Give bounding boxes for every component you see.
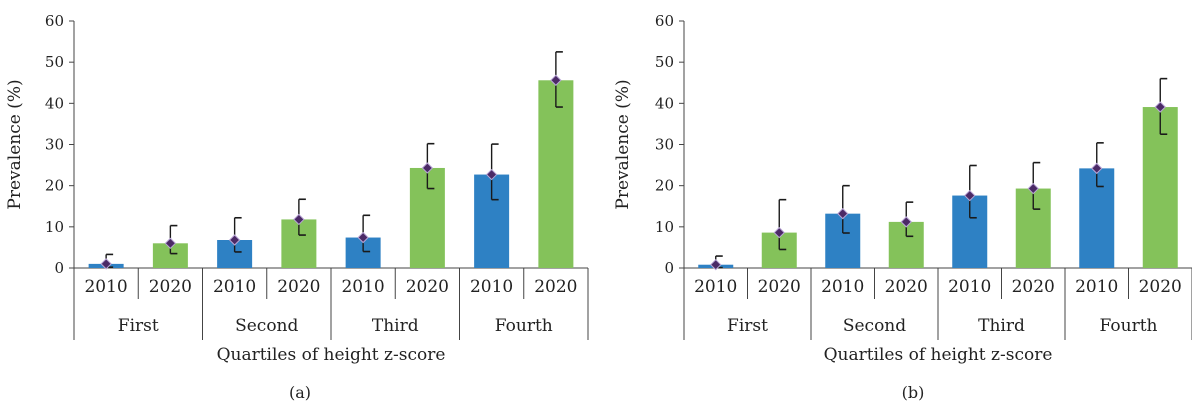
x-group-label: Second — [235, 316, 298, 336]
x-tick-label-year: 2020 — [534, 277, 577, 297]
y-tick-label: 40 — [655, 94, 674, 112]
x-group-label: Fourth — [495, 316, 553, 336]
point-marker — [773, 226, 785, 239]
y-tick-label: 40 — [45, 94, 64, 112]
point-marker — [964, 189, 976, 202]
x-group-label: First — [727, 316, 768, 336]
point-marker — [900, 216, 912, 228]
panel-label: (a) — [289, 383, 311, 402]
point-marker — [837, 207, 849, 220]
y-tick-label: 20 — [45, 177, 64, 195]
x-group-label: Third — [978, 316, 1025, 336]
y-tick-label: 20 — [655, 177, 674, 195]
y-tick-label: 60 — [45, 12, 64, 30]
x-tick-label-year: 2020 — [758, 277, 801, 297]
x-tick-label-year: 2020 — [277, 277, 320, 297]
point-marker — [357, 231, 369, 244]
point-marker — [485, 168, 498, 181]
y-tick-label: 60 — [655, 12, 674, 30]
x-tick-label-year: 2020 — [149, 277, 192, 297]
chart-panel-a: 0 10 20 30 40 50 60 Prevalence (%) 2010 2020 2010 2… — [5, 12, 589, 402]
point-marker — [1027, 182, 1039, 195]
y-tick-label: 10 — [655, 218, 674, 236]
x-tick-label-year: 2010 — [341, 277, 384, 297]
y-tick-label: 50 — [655, 53, 674, 71]
point-marker — [293, 213, 305, 226]
y-tick-label: 30 — [655, 136, 674, 154]
y-axis-label: Prevalence (%) — [613, 79, 633, 209]
x-group-label: Third — [372, 316, 419, 336]
x-tick-label-year: 2010 — [948, 277, 991, 297]
x-tick-label-year: 2020 — [406, 277, 449, 297]
point-marker — [1154, 101, 1166, 113]
y-axis-label: Prevalence (%) — [5, 79, 25, 209]
point-marker — [228, 234, 241, 246]
x-tick-label-year: 2010 — [694, 277, 737, 297]
point-marker — [710, 258, 722, 271]
point-marker — [550, 74, 562, 86]
x-tick-label-year: 2010 — [84, 277, 127, 297]
x-tick-label-year: 2020 — [885, 277, 928, 297]
bar-fourth-2020 — [538, 80, 574, 268]
x-tick-label-year: 2010 — [821, 277, 864, 297]
x-axis-label: Quartiles of height z-score — [824, 345, 1053, 365]
x-tick-label-year: 2020 — [1012, 277, 1055, 297]
y-tick-label: 0 — [54, 259, 64, 277]
y-tick-label: 30 — [45, 136, 64, 154]
x-group-label: Fourth — [1100, 316, 1158, 336]
point-marker — [421, 162, 434, 174]
chart-panel-b: 0 10 20 30 40 50 60 Prevalence (%) 2010 2020 2010 2… — [613, 12, 1192, 402]
point-marker — [1091, 162, 1103, 175]
x-tick-label-year: 2010 — [1075, 277, 1118, 297]
y-tick-label: 10 — [45, 218, 64, 236]
point-marker — [164, 237, 177, 250]
point-marker — [100, 258, 112, 270]
x-tick-label-year: 2010 — [213, 277, 256, 297]
x-axis-label: Quartiles of height z-score — [217, 345, 446, 365]
y-tick-label: 50 — [45, 53, 64, 71]
x-group-label: Second — [843, 316, 906, 336]
x-tick-label-year: 2010 — [470, 277, 513, 297]
panel-label: (b) — [902, 383, 925, 402]
x-group-label: First — [118, 316, 159, 336]
y-tick-label: 0 — [664, 259, 674, 277]
x-tick-label-year: 2020 — [1139, 277, 1182, 297]
